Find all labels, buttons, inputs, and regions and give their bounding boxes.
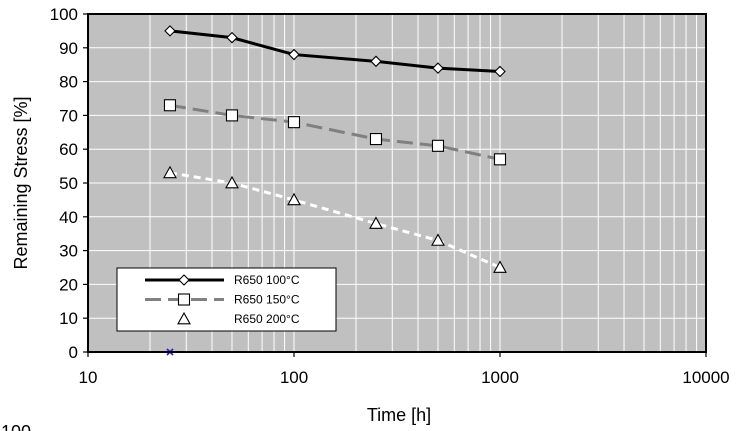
data-point <box>493 260 507 273</box>
series-line <box>169 171 501 269</box>
data-point <box>431 233 445 246</box>
legend-marker <box>177 311 191 325</box>
legend-label: R650 200°C <box>234 312 300 326</box>
data-point <box>163 165 177 179</box>
y-tick-label: 100 <box>50 5 78 24</box>
data-point <box>163 99 177 112</box>
stray-text: 100 <box>1 422 31 431</box>
data-point <box>225 109 239 122</box>
legend: R650 100°C R650 150°C R650 200°C <box>116 267 337 332</box>
series-line <box>169 103 501 161</box>
legend-entry: R650 150°C <box>145 293 300 307</box>
data-point <box>226 31 238 44</box>
data-point <box>225 175 239 189</box>
legend-label: R650 150°C <box>234 293 300 307</box>
legend-marker <box>178 274 190 286</box>
legend-label: R650 100°C <box>234 273 300 287</box>
x-tick-label: 10000 <box>682 368 729 387</box>
y-tick-label: 80 <box>59 73 78 92</box>
data-point <box>369 133 383 146</box>
data-point <box>493 153 507 166</box>
y-tick-label: 40 <box>59 208 78 227</box>
series-2 <box>163 99 507 166</box>
y-tick-label: 50 <box>59 174 78 193</box>
series-1 <box>164 25 506 78</box>
series-3 <box>163 165 507 273</box>
x-tick-label: 100 <box>280 368 308 387</box>
y-tick-label: 60 <box>59 140 78 159</box>
data-point <box>432 62 444 74</box>
data-point <box>431 139 445 152</box>
series-line <box>169 29 501 73</box>
data-point <box>369 216 383 229</box>
y-axis-label: Remaining Stress [%] <box>11 96 31 269</box>
y-tick-label: 20 <box>59 275 78 294</box>
y-tick-label: 10 <box>59 309 78 328</box>
legend-entry: R650 100°C <box>145 273 300 287</box>
data-point <box>494 65 506 78</box>
data-point <box>287 116 301 129</box>
x-axis-label: Time [h] <box>367 405 431 425</box>
legend-entry: R650 200°C <box>145 311 300 326</box>
data-point <box>288 48 300 61</box>
x-tick-label: 10 <box>79 368 98 387</box>
y-tick-label: 70 <box>59 106 78 125</box>
legend-marker <box>177 293 191 306</box>
x-tick-label: 1000 <box>481 368 519 387</box>
y-tick-label: 30 <box>59 242 78 261</box>
y-tick-label: 0 <box>69 343 78 362</box>
data-point <box>164 25 176 37</box>
data-point <box>370 55 382 68</box>
data-point <box>287 192 301 206</box>
y-tick-label: 90 <box>59 39 78 58</box>
